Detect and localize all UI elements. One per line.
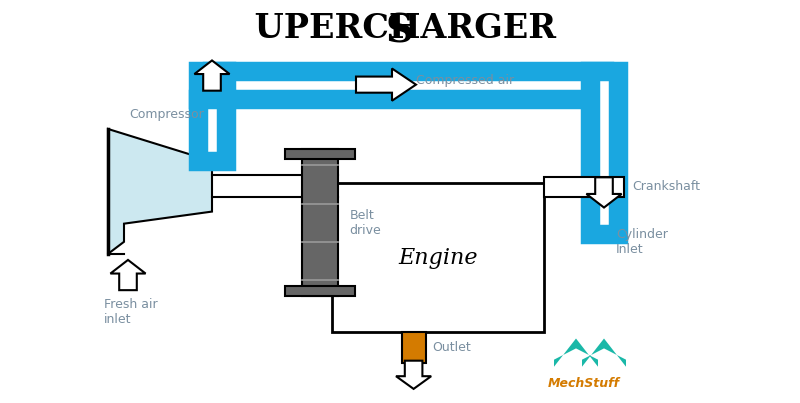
Text: Crankshaft: Crankshaft bbox=[632, 180, 700, 193]
Polygon shape bbox=[356, 69, 416, 101]
Bar bbox=[332, 183, 544, 332]
Bar bbox=[285, 149, 355, 159]
Bar bbox=[402, 332, 426, 363]
Text: MechStuff: MechStuff bbox=[548, 377, 620, 390]
Polygon shape bbox=[396, 361, 431, 389]
Bar bbox=[212, 71, 604, 99]
Text: Fresh air
inlet: Fresh air inlet bbox=[104, 298, 158, 326]
Bar bbox=[285, 286, 355, 296]
Text: Compressed air: Compressed air bbox=[416, 74, 514, 87]
Text: UPERCHARGER: UPERCHARGER bbox=[243, 12, 557, 45]
Text: Outlet: Outlet bbox=[432, 341, 470, 354]
Bar bbox=[590, 71, 618, 234]
Text: Cylinder
Inlet: Cylinder Inlet bbox=[616, 228, 668, 256]
Text: Compressor: Compressor bbox=[130, 108, 204, 121]
Text: Engine: Engine bbox=[398, 247, 478, 269]
Bar bbox=[302, 149, 338, 296]
Polygon shape bbox=[110, 260, 146, 290]
Bar bbox=[198, 99, 226, 161]
Text: Belt
drive: Belt drive bbox=[350, 209, 382, 237]
Bar bbox=[198, 71, 226, 99]
Bar bbox=[544, 177, 624, 197]
Polygon shape bbox=[582, 339, 626, 367]
Polygon shape bbox=[554, 339, 598, 367]
Polygon shape bbox=[194, 60, 230, 91]
Text: S: S bbox=[386, 12, 414, 50]
Polygon shape bbox=[586, 177, 622, 208]
Polygon shape bbox=[108, 129, 212, 254]
